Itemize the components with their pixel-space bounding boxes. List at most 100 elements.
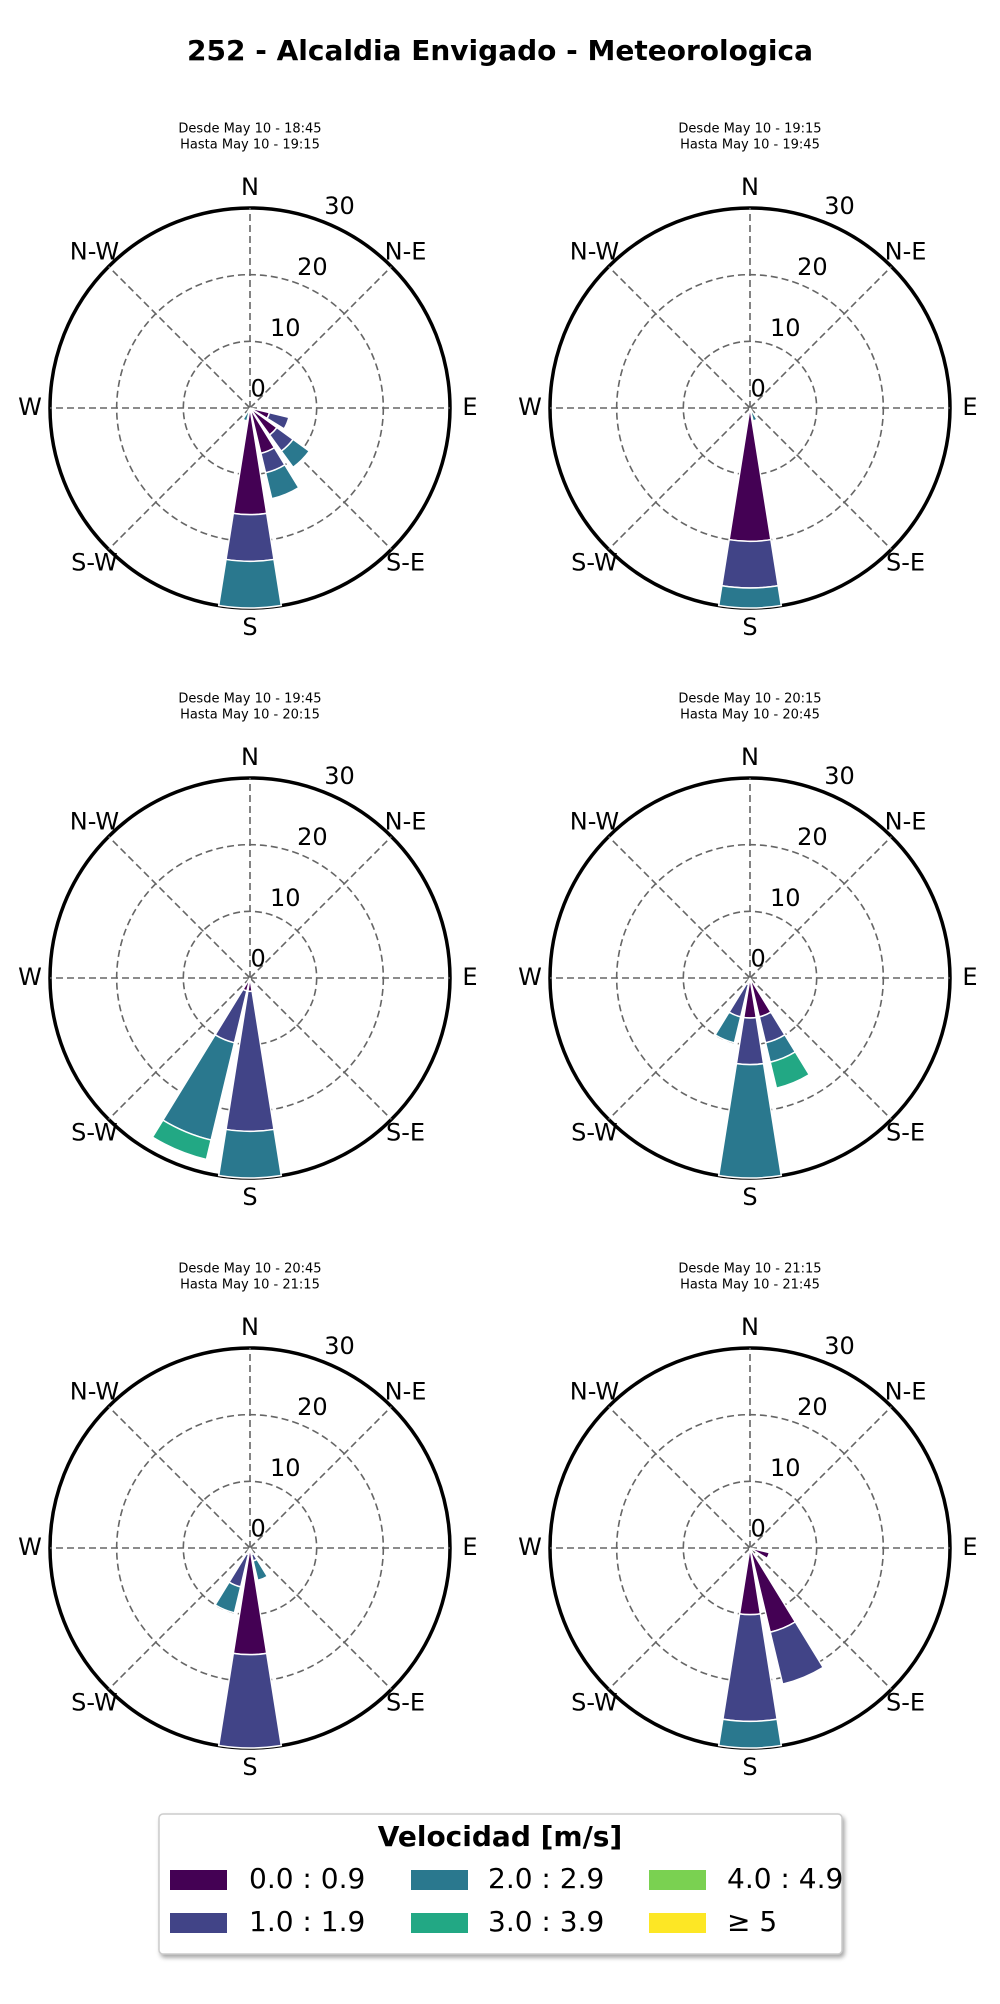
direction-label: N-E [385, 1377, 427, 1405]
direction-label: S-W [71, 549, 118, 577]
r-tick-label: 0 [750, 375, 765, 403]
bar-segment [749, 407, 758, 422]
direction-label: N [241, 1313, 259, 1341]
bar-segment [728, 407, 772, 543]
spoke [249, 836, 392, 979]
subtitle: Hasta May 10 - 19:15 [180, 138, 320, 153]
direction-label: W [18, 393, 42, 421]
subtitle: Hasta May 10 - 20:45 [680, 708, 820, 723]
legend-label: 2.0 : 2.9 [488, 1862, 604, 1895]
direction-label: S [742, 1183, 757, 1211]
subtitle: Desde May 10 - 20:45 [178, 1262, 321, 1277]
direction-label: E [462, 1533, 477, 1561]
direction-label: S-W [571, 549, 618, 577]
bar-segment [769, 1620, 825, 1686]
subtitle: Desde May 10 - 21:15 [678, 1262, 821, 1277]
direction-label: S-W [571, 1119, 618, 1147]
legend-title: Velocidad [m/s] [378, 1820, 623, 1853]
bar-segment [242, 407, 251, 422]
bar-segment [749, 1547, 771, 1560]
direction-label: N-W [70, 807, 119, 835]
direction-label: N-W [570, 807, 619, 835]
spoke [249, 1406, 392, 1549]
legend-label: 0.0 : 0.9 [249, 1862, 365, 1895]
legend-swatch [411, 1913, 468, 1933]
r-tick-label: 0 [250, 1515, 265, 1543]
legend-label: ≥ 5 [727, 1905, 777, 1938]
spoke [749, 836, 892, 979]
subtitle: Hasta May 10 - 21:15 [180, 1278, 320, 1293]
legend-swatch [170, 1870, 227, 1890]
bar-segment [735, 1016, 765, 1066]
direction-label: E [962, 393, 977, 421]
direction-label: S-E [386, 1689, 425, 1717]
bar-segment [217, 1128, 283, 1179]
r-tick-label: 30 [324, 762, 355, 790]
direction-label: N-E [885, 807, 927, 835]
spoke [749, 266, 892, 409]
r-tick-label: 0 [750, 1515, 765, 1543]
spoke [608, 977, 751, 1120]
direction-label: N-E [385, 237, 427, 265]
direction-label: S [242, 613, 257, 641]
direction-label: E [962, 1533, 977, 1561]
direction-label: N-W [570, 1377, 619, 1405]
direction-label: W [18, 1533, 42, 1561]
spoke [608, 266, 751, 409]
spoke [608, 1547, 751, 1690]
subtitle: Desde May 10 - 19:15 [678, 122, 821, 137]
subtitle: Hasta May 10 - 21:45 [680, 1278, 820, 1293]
legend-label: 1.0 : 1.9 [249, 1905, 365, 1938]
direction-label: S-W [71, 1689, 118, 1717]
bar-segment [232, 1547, 268, 1656]
direction-label: S-E [386, 549, 425, 577]
r-tick-label: 0 [250, 945, 265, 973]
r-tick-label: 20 [797, 253, 828, 281]
bar-segment [720, 538, 780, 589]
subtitle: Desde May 10 - 19:45 [178, 692, 321, 707]
direction-label: S [742, 613, 757, 641]
r-tick-label: 10 [770, 1454, 801, 1482]
direction-label: E [462, 393, 477, 421]
bar-segment [217, 558, 283, 609]
spoke [249, 977, 392, 1120]
r-tick-label: 10 [770, 314, 801, 342]
bar-segment [214, 1581, 242, 1614]
direction-label: W [18, 963, 42, 991]
direction-label: N-W [70, 1377, 119, 1405]
direction-label: W [518, 393, 542, 421]
direction-label: N-E [385, 807, 427, 835]
r-tick-label: 30 [324, 192, 355, 220]
spoke [108, 836, 251, 979]
spoke [608, 1406, 751, 1549]
direction-label: N [241, 173, 259, 201]
direction-label: E [962, 963, 977, 991]
spoke [749, 1406, 892, 1549]
r-tick-label: 0 [250, 375, 265, 403]
direction-label: N [741, 1313, 759, 1341]
r-tick-label: 20 [797, 823, 828, 851]
spoke [749, 1547, 892, 1690]
legend-swatch [411, 1870, 468, 1890]
spoke [608, 836, 751, 979]
direction-label: E [462, 963, 477, 991]
r-tick-label: 30 [324, 1332, 355, 1360]
r-tick-label: 20 [297, 823, 328, 851]
direction-label: N-E [885, 1377, 927, 1405]
bar-segment [264, 463, 300, 500]
direction-label: N-W [570, 237, 619, 265]
bar-segment [280, 438, 311, 469]
legend-swatch [649, 1870, 706, 1890]
legend-label: 3.0 : 3.9 [488, 1905, 604, 1938]
direction-label: W [518, 963, 542, 991]
direction-label: S-E [386, 1119, 425, 1147]
r-tick-label: 20 [797, 1393, 828, 1421]
direction-label: N [241, 743, 259, 771]
direction-label: N-W [70, 237, 119, 265]
main-title: 252 - Alcaldia Envigado - Meteorologica [187, 34, 813, 67]
